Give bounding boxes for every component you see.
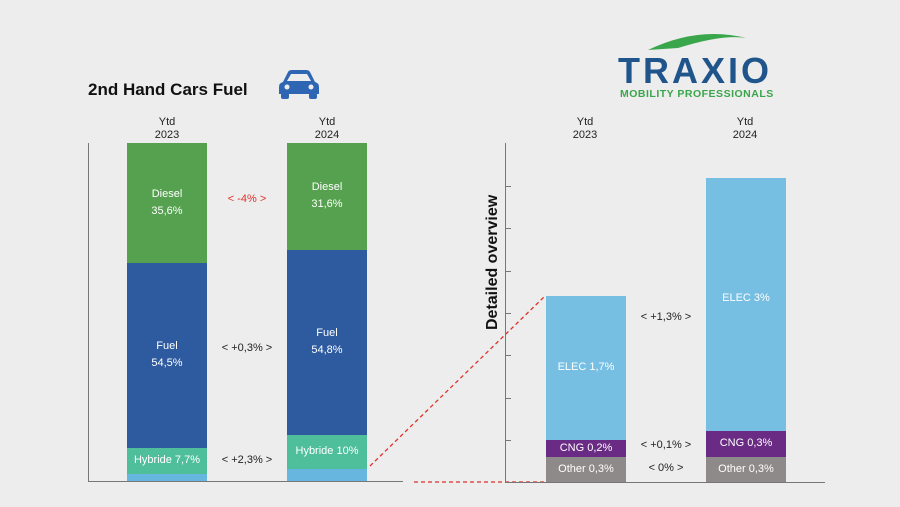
right-y-axis bbox=[505, 143, 506, 482]
bar-segment-elec: ELEC 1,7% bbox=[546, 296, 626, 440]
bar-data-label: ELEC 3% bbox=[722, 292, 770, 304]
bar-segment-fuel: Fuel 54,8% bbox=[287, 249, 367, 436]
logo-swoosh bbox=[648, 34, 746, 50]
right-category-label: Ytd 2024 bbox=[732, 116, 758, 141]
delta-label: < +0,1% > bbox=[640, 439, 692, 452]
bar-segment-other: Other 0,3% bbox=[546, 456, 626, 482]
bar-data-label: Other 0,3% bbox=[718, 462, 774, 475]
bar-data-label: Hybride 7,7% bbox=[133, 454, 201, 467]
y-axis-tick bbox=[505, 439, 511, 441]
bar-segment-diesel: Diesel 35,6% bbox=[127, 143, 207, 264]
car-icon bbox=[279, 70, 319, 99]
y-axis-tick bbox=[505, 186, 511, 187]
delta-label: < +0,3% > bbox=[221, 341, 273, 354]
left-y-axis bbox=[88, 143, 89, 481]
delta-label: < +1,3% > bbox=[640, 311, 692, 323]
bar-data-label: Hybride 10% bbox=[295, 445, 359, 458]
y-axis-tick bbox=[505, 397, 511, 399]
logo-tagline: MOBILITY PROFESSIONALS bbox=[620, 88, 774, 100]
y-axis-tick bbox=[505, 355, 511, 357]
left-category-label: Ytd 2024 bbox=[314, 116, 340, 141]
chart-title: 2nd Hand Cars Fuel bbox=[88, 80, 248, 99]
bar-data-label: Diesel 35,6% bbox=[151, 188, 183, 218]
bar-data-label: Fuel 54,5% bbox=[151, 340, 183, 370]
y-axis-tick bbox=[505, 312, 511, 314]
left-x-axis bbox=[88, 481, 403, 482]
bar-data-label: Other 0,3% bbox=[558, 462, 614, 475]
delta-label: < 0% > bbox=[648, 462, 684, 475]
logo-name: TRAXIO bbox=[618, 50, 773, 91]
bar-data-label: ELEC 1,7% bbox=[557, 361, 615, 374]
bar-data-label: Diesel 31,6% bbox=[311, 181, 343, 211]
delta-label: < -4% > bbox=[227, 192, 267, 205]
bar-segment-diesel: Diesel 31,6% bbox=[287, 143, 367, 250]
bar-data-label: CNG 0,3% bbox=[719, 437, 773, 450]
bar-segment-base bbox=[287, 468, 367, 481]
detailed-overview-label: Detailed overview bbox=[484, 194, 501, 330]
right-x-axis bbox=[505, 482, 825, 483]
bar-segment-hybride: Hybride 10% bbox=[287, 435, 367, 469]
left-category-label: Ytd 2023 bbox=[154, 116, 180, 141]
bar-segment-cng: CNG 0,2% bbox=[546, 439, 626, 457]
bar-segment-fuel: Fuel 54,5% bbox=[127, 263, 207, 448]
bar-data-label: Fuel 54,8% bbox=[311, 327, 343, 357]
bar-segment-elec: ELEC 3% bbox=[706, 178, 786, 432]
y-axis-tick bbox=[505, 270, 511, 272]
y-axis-tick bbox=[505, 228, 511, 230]
delta-label: < +2,3% > bbox=[221, 453, 273, 466]
right-category-label: Ytd 2023 bbox=[572, 116, 598, 141]
y-axis-tick bbox=[505, 482, 511, 484]
bar-segment-other: Other 0,3% bbox=[706, 456, 786, 482]
bar-segment-hybride: Hybride 7,7% bbox=[127, 447, 207, 474]
bar-data-label: CNG 0,2% bbox=[559, 441, 613, 454]
bar-segment-cng: CNG 0,3% bbox=[706, 431, 786, 457]
bar-segment-base bbox=[127, 473, 207, 481]
